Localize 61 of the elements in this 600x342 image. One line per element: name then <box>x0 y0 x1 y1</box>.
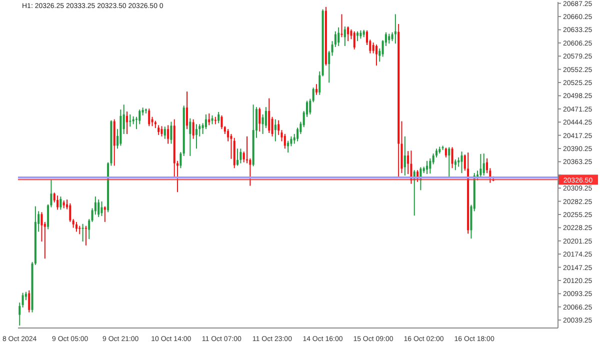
candlestick <box>100 200 103 217</box>
candlestick <box>375 44 378 66</box>
candlestick <box>138 109 141 125</box>
candlestick <box>444 147 447 158</box>
candlestick <box>338 26 340 46</box>
candlestick <box>170 121 172 144</box>
candlestick <box>448 146 450 178</box>
candlestick <box>84 225 87 246</box>
candlestick <box>454 158 456 171</box>
candlestick <box>192 118 194 140</box>
candlestick <box>167 124 170 144</box>
candlestick <box>60 196 62 210</box>
candlestick <box>340 14 343 38</box>
candlestick <box>258 107 261 132</box>
candlestick <box>394 14 396 44</box>
candlestick <box>164 126 166 140</box>
candlestick <box>240 148 242 164</box>
candlestick <box>88 218 90 240</box>
candlestick <box>353 30 356 50</box>
candlestick <box>218 111 220 124</box>
candlestick <box>309 98 312 115</box>
candlestick <box>315 84 318 96</box>
candlestick <box>344 26 346 46</box>
candlestick <box>284 133 286 150</box>
candlestick <box>347 26 350 42</box>
candlestick <box>189 118 192 156</box>
candlestick <box>186 90 188 130</box>
candlestick <box>160 126 163 137</box>
candlestick <box>126 110 128 134</box>
candlestick <box>482 153 485 176</box>
candlestick <box>220 114 223 130</box>
candlestick <box>148 108 150 127</box>
candlestick <box>404 136 406 176</box>
candlestick <box>236 148 239 166</box>
candlestick <box>98 198 100 218</box>
candlestick <box>230 133 232 160</box>
candlestick <box>204 114 207 130</box>
candlestick <box>429 158 432 174</box>
candlestick <box>328 50 330 84</box>
candlestick <box>158 124 160 136</box>
candlestick <box>56 195 59 210</box>
candlestick <box>28 290 30 313</box>
candlestick <box>75 221 78 232</box>
candlestick <box>268 98 270 134</box>
candlestick <box>480 154 482 178</box>
candlestick <box>180 152 182 169</box>
candlestick <box>262 114 264 134</box>
candlestick <box>129 114 132 128</box>
candlestick <box>318 70 321 96</box>
candlestick <box>82 223 84 242</box>
candlestick <box>312 87 314 103</box>
candlestick <box>195 124 198 150</box>
candlestick <box>274 118 276 142</box>
candlestick <box>40 212 43 242</box>
candlestick <box>451 146 454 169</box>
candlestick <box>69 202 72 222</box>
candlestick <box>18 302 21 326</box>
candlestick <box>460 151 463 174</box>
candlestick <box>426 160 428 175</box>
candlestick <box>22 292 24 308</box>
candlestick <box>388 33 390 44</box>
